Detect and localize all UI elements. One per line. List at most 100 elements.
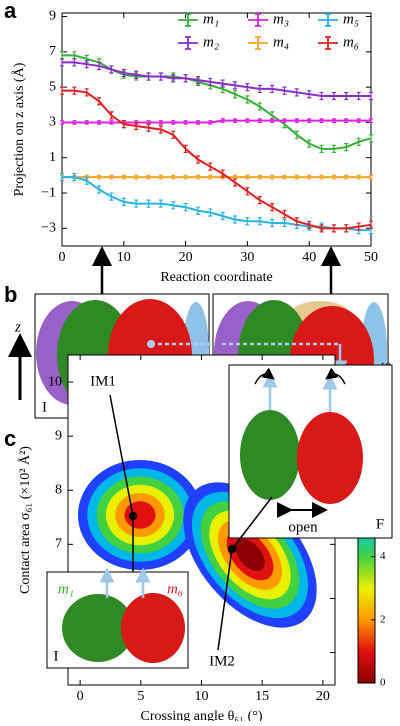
error-bar [183,174,188,180]
x-tick-label: 20 [179,250,193,265]
x-tick-label: 30 [240,250,254,265]
y-tick-label: 8 [55,482,62,497]
error-bar [369,174,373,180]
error-bar [109,174,114,180]
x-axis-label: Crossing angle θ₆₁ (°) [141,709,263,721]
y-axis-label: Contact area σ₆₁ (×10² Å²) [17,446,33,594]
error-bar [134,199,139,208]
error-bar [294,88,299,97]
colorbar-tick-label: 2 [380,613,386,625]
error-bar [121,197,126,207]
error-bar [171,120,176,125]
error-bar [270,203,275,212]
legend-symbol [178,36,198,50]
error-bar [369,118,373,124]
error-bar [331,144,336,154]
error-bar [344,91,349,101]
state-label: I [42,399,47,415]
error-bar [183,74,188,83]
error-bar [233,118,238,124]
error-bar [171,130,176,139]
error-bar [282,118,287,124]
legend-symbol [318,13,338,27]
error-bar [245,187,250,196]
error-bar [195,174,200,180]
error-bar [109,111,114,120]
error-bar [183,203,188,212]
legend-symbol [178,13,198,27]
y-tick-label: 5 [49,79,56,94]
error-bar [307,90,312,99]
plot-frame [61,12,372,247]
legend-symbol [318,36,338,50]
error-bar [121,174,126,180]
error-bar [208,77,213,86]
error-bar [369,220,373,229]
inset-initial [46,567,189,669]
error-bar [319,118,324,124]
error-bar [245,217,250,226]
error-bar [369,134,373,143]
error-bar [257,102,262,111]
error-bar [109,120,114,125]
error-bar [109,65,114,74]
inset-final [228,364,393,539]
error-bar [319,144,324,154]
y-tick-label: 9 [55,428,62,443]
annotation: m₁ [58,581,74,597]
y-tick-label: −3 [41,221,56,236]
error-bar [356,222,361,231]
error-bar [319,224,324,233]
error-bar [158,72,163,81]
error-bar [208,208,213,217]
error-bar [171,174,176,180]
annotation: F [376,516,384,532]
error-bar [109,192,114,201]
error-bar [208,120,213,125]
series-line [62,61,371,97]
error-bar [270,118,275,124]
error-bar [220,211,225,221]
error-bar [60,173,64,182]
error-bar [146,174,151,180]
legend-label: m₅ [343,11,359,27]
error-bar [183,120,188,125]
error-bar [282,218,287,228]
error-bar [294,130,299,139]
error-bar [97,61,102,71]
error-bar [158,120,163,125]
error-bar [97,174,102,180]
error-bar [356,118,361,124]
error-bar [307,139,312,148]
error-bar [97,97,102,106]
error-bar [84,88,89,97]
legend-label: m₆ [343,34,359,50]
error-bar [195,75,200,85]
error-bar [220,169,225,178]
error-bar [60,58,64,67]
error-bar [245,174,250,180]
legend-label: m₄ [273,34,289,50]
error-bar [195,206,200,215]
error-bar [171,201,176,210]
series-line [62,119,371,124]
legend-symbol [248,36,268,50]
x-tick-label: 50 [364,250,378,265]
error-bar [344,118,349,124]
error-bar [97,120,102,125]
error-bar [344,174,349,180]
error-bar [270,84,275,94]
error-bar [307,174,312,180]
error-bar [356,137,361,146]
error-bar [195,155,200,164]
error-bar [121,120,126,129]
error-bar [97,185,102,194]
error-bar [344,224,349,233]
error-bar [171,74,176,83]
error-bar [158,199,163,208]
error-bar [294,217,299,226]
error-bar [134,121,139,131]
error-bar [331,224,336,233]
error-bar [146,72,151,81]
error-bar [245,83,250,92]
